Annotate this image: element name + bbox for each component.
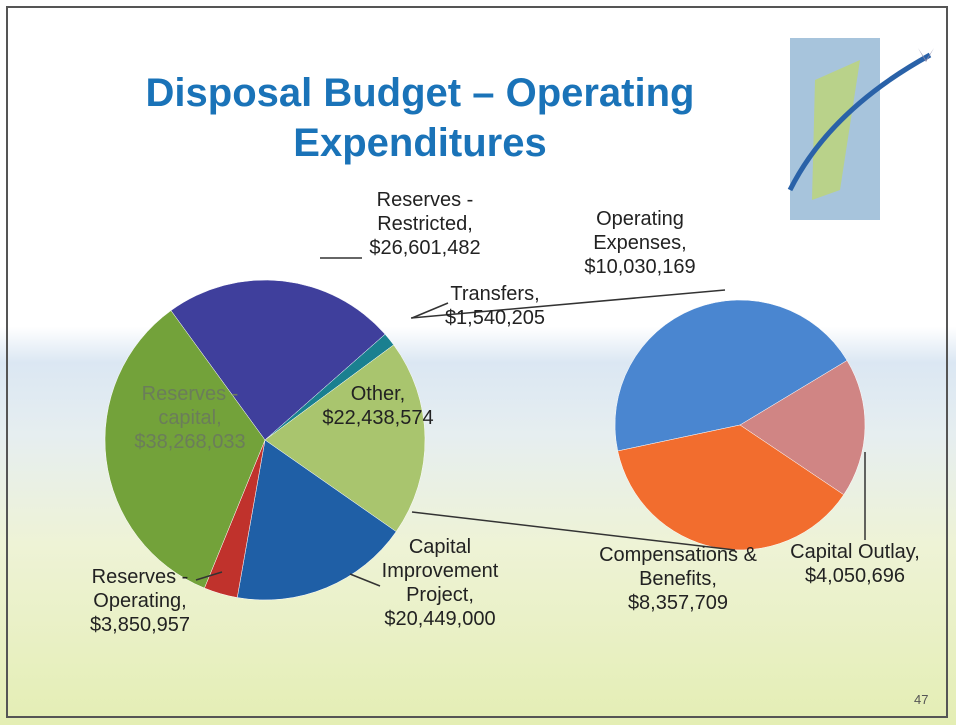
slice-name: Reserves - Restricted, (376, 189, 474, 235)
chart-title: Disposal Budget – Operating Expenditures (145, 71, 695, 165)
slice-label: Reserves - capital, $38,268,033 (125, 382, 255, 454)
slice-value: $38,268,033 (134, 431, 246, 453)
slice-value: $4,050,696 (804, 565, 906, 587)
slice-name: Capital Improvement Project, (381, 536, 499, 606)
pie-slice (170, 279, 386, 441)
slice-value: $22,438,574 (322, 407, 434, 429)
pie-slice (739, 360, 866, 496)
slice-label: Operating Expenses, $10,030,169 (565, 207, 715, 279)
slice-value: $10,030,169 (584, 256, 696, 278)
slice-value: $26,601,482 (369, 237, 481, 259)
slice-value: $20,449,000 (384, 608, 496, 630)
slices (104, 279, 866, 601)
slice-label: Reserves - Restricted, $26,601,482 (360, 188, 490, 260)
slice-name: Operating Expenses, (593, 208, 687, 254)
slice-name: Compensations & Benefits, (599, 544, 757, 590)
slice-label: Reserves - Operating, $3,850,957 (75, 565, 205, 637)
slice-label: Capital Improvement Project, $20,449,000 (365, 535, 515, 631)
connectors (195, 257, 866, 587)
slice-value: $1,540,205 (444, 307, 546, 329)
frame (6, 6, 948, 718)
slice-name: Transfers, (450, 283, 540, 305)
pie-slice (236, 439, 397, 601)
pie-slice (614, 299, 848, 452)
pie-slice (104, 310, 266, 589)
slice-name: Other, (350, 383, 406, 405)
slice-value: $3,850,957 (89, 614, 191, 636)
slice-label: Other, $22,438,574 (303, 382, 453, 430)
slice-label: Capital Outlay, $4,050,696 (770, 540, 940, 588)
slice-label: Compensations & Benefits, $8,357,709 (598, 543, 758, 615)
slice-name: Reserves - Operating, (91, 566, 189, 612)
logo (787, 38, 934, 220)
slice-value: $8,357,709 (627, 592, 729, 614)
slice-name: Reserves - capital, (141, 383, 239, 429)
pie-slice (264, 344, 426, 532)
page-number: 47 (914, 692, 929, 707)
slice-name: Capital Outlay, (790, 541, 920, 563)
slice-label: Transfers, $1,540,205 (440, 282, 550, 330)
